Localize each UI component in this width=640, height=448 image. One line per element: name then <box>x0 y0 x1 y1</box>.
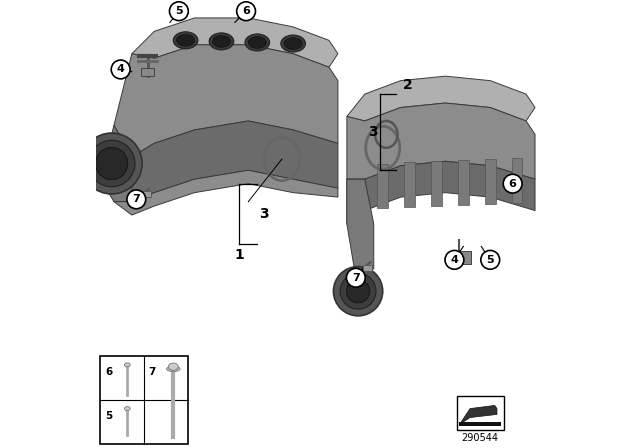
Bar <box>141 191 150 197</box>
Polygon shape <box>347 103 535 179</box>
Circle shape <box>346 280 370 303</box>
Ellipse shape <box>173 32 198 49</box>
Text: 1: 1 <box>234 248 244 263</box>
Text: 4: 4 <box>451 255 458 265</box>
Text: 6: 6 <box>242 6 250 16</box>
Polygon shape <box>461 405 497 423</box>
Polygon shape <box>512 158 522 203</box>
Polygon shape <box>458 160 468 205</box>
Text: 7: 7 <box>148 367 156 377</box>
Bar <box>449 251 470 264</box>
Circle shape <box>170 2 188 21</box>
Circle shape <box>346 268 365 287</box>
Text: 290544: 290544 <box>461 433 499 443</box>
Text: 6: 6 <box>509 179 516 189</box>
Ellipse shape <box>281 35 305 52</box>
Circle shape <box>111 60 130 79</box>
Ellipse shape <box>124 407 131 410</box>
Text: 6: 6 <box>105 367 112 377</box>
Polygon shape <box>347 179 374 278</box>
Polygon shape <box>431 161 442 206</box>
Text: 5: 5 <box>105 411 112 421</box>
Ellipse shape <box>245 34 269 51</box>
Circle shape <box>88 140 135 187</box>
Polygon shape <box>404 163 415 207</box>
Circle shape <box>95 147 128 180</box>
Bar <box>141 68 154 76</box>
Bar <box>363 265 372 271</box>
Polygon shape <box>132 18 338 67</box>
Ellipse shape <box>124 363 131 367</box>
Ellipse shape <box>166 366 180 371</box>
Text: 5: 5 <box>175 6 182 16</box>
Polygon shape <box>347 161 535 224</box>
Ellipse shape <box>209 33 234 50</box>
Polygon shape <box>485 159 495 204</box>
Polygon shape <box>100 125 132 202</box>
Circle shape <box>127 190 146 209</box>
Circle shape <box>445 250 464 269</box>
Ellipse shape <box>168 363 178 370</box>
Text: 4: 4 <box>116 65 125 74</box>
Ellipse shape <box>212 35 230 47</box>
Text: 7: 7 <box>132 194 140 204</box>
Circle shape <box>333 267 383 316</box>
Circle shape <box>237 2 255 21</box>
Circle shape <box>503 174 522 193</box>
Text: 7: 7 <box>352 273 360 283</box>
Bar <box>459 422 502 426</box>
Text: 3: 3 <box>368 125 378 139</box>
Polygon shape <box>378 164 388 208</box>
Text: 2: 2 <box>403 78 412 92</box>
Polygon shape <box>114 121 338 202</box>
Ellipse shape <box>177 34 195 46</box>
Text: 5: 5 <box>486 255 494 265</box>
Text: 3: 3 <box>259 207 269 221</box>
Bar <box>457 396 504 430</box>
Polygon shape <box>114 45 338 157</box>
Ellipse shape <box>284 38 302 49</box>
Circle shape <box>481 250 500 269</box>
Polygon shape <box>114 170 338 215</box>
Polygon shape <box>347 76 535 121</box>
Circle shape <box>81 133 142 194</box>
Circle shape <box>340 273 376 309</box>
Ellipse shape <box>248 37 266 48</box>
Bar <box>100 356 188 444</box>
